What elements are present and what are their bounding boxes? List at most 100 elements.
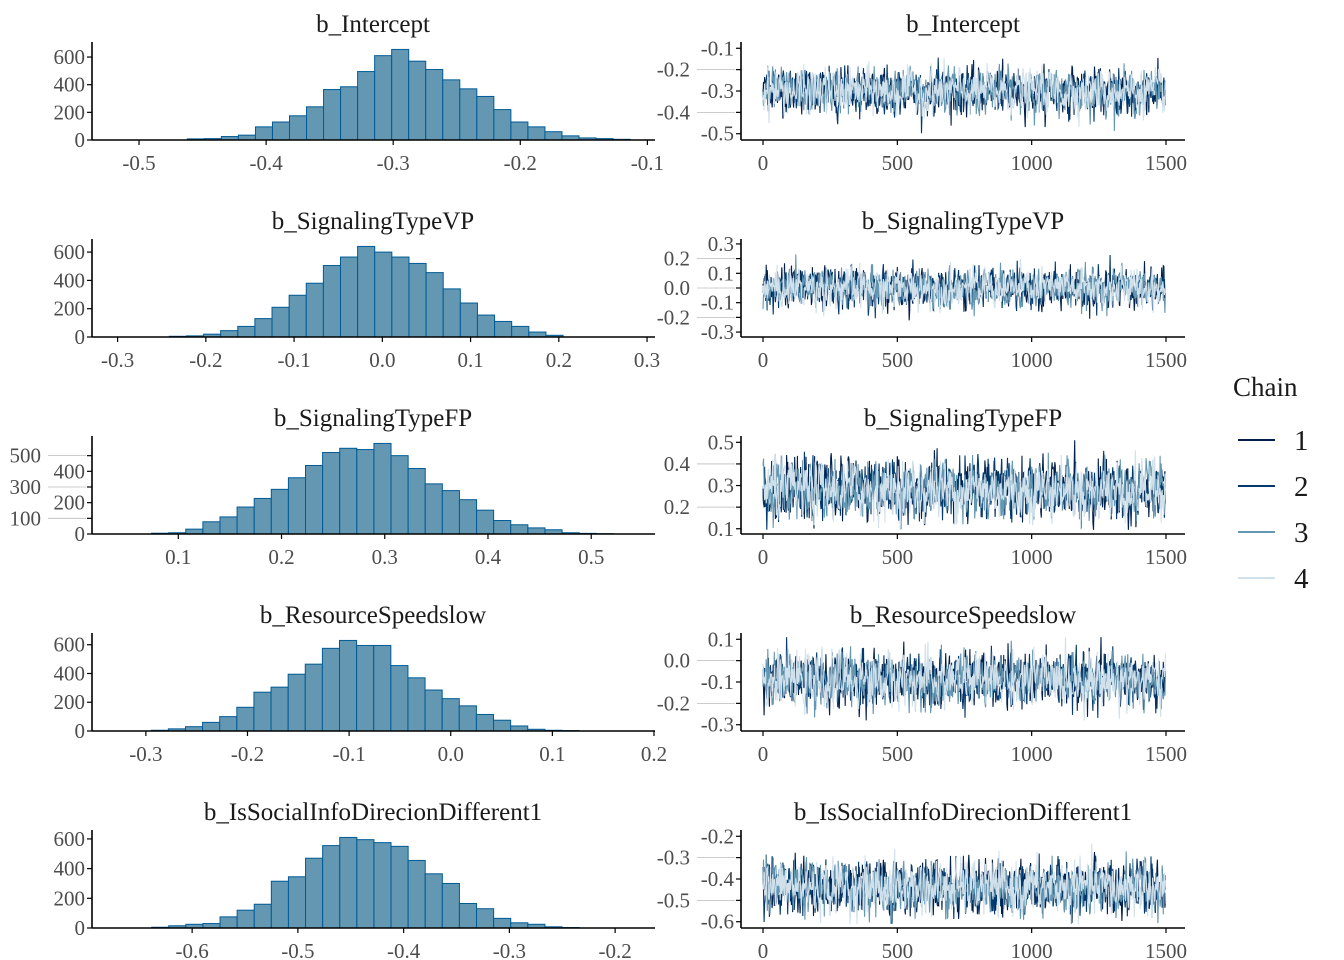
x-tick-label: 1000	[1011, 742, 1053, 766]
histogram-panel: b_ResourceSpeedslow -0.3 -0.2 -0.1 0.0 0.1 0.2…	[54, 602, 668, 766]
histogram-bar	[494, 320, 513, 338]
panel-title: b_SignalingTypeFP	[864, 405, 1062, 432]
y-tick-label: -0.2	[701, 824, 734, 848]
trace-panel: b_SignalingTypeFP 0 500 1000 1500 0.5 0.4 0.3 0.…	[664, 405, 1187, 569]
histogram-bar	[356, 449, 375, 535]
histogram-bar	[270, 880, 289, 929]
y-tick-label: 0	[75, 916, 86, 940]
y-tick-label: 0	[75, 522, 86, 546]
histogram-bar	[408, 262, 427, 338]
trace-line-chain-4	[762, 258, 1167, 317]
x-tick-label: 0	[758, 939, 769, 960]
histogram-bar	[339, 256, 359, 338]
histogram-bar	[476, 95, 495, 141]
histogram-bar	[527, 527, 546, 535]
x-tick-label: 0.5	[578, 545, 604, 569]
histogram-bar	[374, 251, 393, 338]
panel-title: b_Intercept	[906, 11, 1020, 38]
y-tick-label: 400	[54, 268, 86, 292]
y-tick-label: 0.1	[708, 261, 734, 285]
histogram-bar	[373, 842, 392, 929]
y-tick-label: 200	[54, 297, 86, 321]
histogram-bar	[306, 106, 325, 141]
x-tick-label: -0.5	[122, 151, 155, 175]
histogram-bar	[424, 873, 443, 929]
trace-line-chain-4	[762, 843, 1167, 924]
histogram-bar	[390, 455, 409, 535]
x-tick-label: 1000	[1011, 348, 1053, 372]
histogram-bar	[338, 639, 358, 732]
histogram-bar	[441, 698, 460, 732]
y-tick-label: 0.2	[664, 247, 690, 271]
histogram-bar	[458, 903, 478, 929]
histogram-bar	[220, 330, 239, 338]
y-tick-label: -0.3	[701, 713, 734, 737]
legend-item-2: 2	[1238, 471, 1309, 503]
x-tick-label: -0.3	[101, 348, 134, 372]
histogram-bar	[305, 465, 324, 535]
histogram-bar	[476, 908, 495, 929]
x-tick-label: 1000	[1011, 545, 1053, 569]
y-tick-label: 200	[54, 491, 86, 515]
histogram-bar	[287, 673, 306, 732]
x-tick-label: 500	[882, 348, 914, 372]
histogram-bar	[442, 288, 461, 338]
x-tick-label: 0.4	[475, 545, 502, 569]
histogram-bar	[459, 88, 478, 141]
y-tick-label: 0.0	[664, 649, 690, 673]
legend-label: 1	[1294, 425, 1309, 457]
x-tick-label: -0.4	[249, 151, 283, 175]
trace-panel: b_ResourceSpeedslow 0 500 1000 1500 0.1 0.0 -0.…	[657, 602, 1187, 766]
histogram-panel: b_SignalingTypeVP -0.3 -0.2 -0.1 0.0 0.1 0.2 0.…	[54, 208, 661, 372]
y-tick-label: -0.1	[701, 670, 734, 694]
histogram-bar	[321, 647, 340, 732]
histogram-bar	[288, 294, 307, 338]
histogram-bar	[407, 859, 426, 929]
histogram-bar	[424, 689, 443, 732]
histogram-bar	[475, 713, 495, 732]
histogram-bar	[288, 115, 308, 141]
histogram-bar	[270, 488, 289, 535]
histogram-bar	[476, 509, 495, 535]
histogram-panel: b_IsSocialInfoDirecionDifferent1 -0.6 -0.5…	[54, 799, 655, 960]
histogram-bar	[458, 705, 477, 732]
histogram-bar	[425, 68, 444, 141]
x-tick-label: 0.3	[372, 545, 398, 569]
y-tick-label: -0.4	[701, 867, 735, 891]
histogram-bar	[493, 917, 512, 929]
y-tick-label: 0	[75, 128, 86, 152]
x-tick-label: 0	[758, 742, 769, 766]
y-tick-label: 0.3	[708, 474, 734, 498]
y-tick-label: 0.1	[708, 627, 734, 651]
y-tick-label: -0.2	[657, 691, 690, 715]
histogram-bar	[305, 857, 324, 929]
panel-title: b_IsSocialInfoDirecionDifferent1	[204, 799, 542, 826]
y-tick-label: -0.5	[701, 122, 734, 146]
histogram-panel: b_SignalingTypeFP 0.1 0.2 0.3 0.4 0.5 0 100 200 3…	[10, 405, 655, 569]
x-tick-label: -0.3	[493, 939, 526, 960]
x-tick-label: 1000	[1011, 939, 1053, 960]
histogram-bar	[323, 89, 342, 141]
histogram-bar	[287, 477, 307, 535]
x-tick-label: 1500	[1145, 545, 1187, 569]
histogram-bar	[407, 468, 426, 535]
y-tick-label: -0.6	[701, 910, 734, 934]
histogram-bar	[339, 836, 358, 929]
y-tick-label: 0.0	[664, 276, 690, 300]
y-tick-label: 100	[10, 506, 42, 530]
x-tick-label: 0.1	[457, 348, 483, 372]
histogram-bar	[458, 499, 478, 535]
x-tick-label: 1500	[1145, 348, 1187, 372]
histogram-bar	[322, 265, 341, 338]
histogram-bar	[374, 55, 393, 141]
y-tick-label: -0.4	[657, 100, 691, 124]
x-tick-label: 0.3	[634, 348, 660, 372]
histogram-bar	[390, 665, 409, 732]
y-tick-label: -0.1	[701, 36, 734, 60]
histogram-bar	[493, 520, 512, 535]
y-tick-label: -0.3	[657, 846, 690, 870]
histogram-bar	[304, 663, 323, 732]
histogram-bar	[408, 60, 427, 141]
